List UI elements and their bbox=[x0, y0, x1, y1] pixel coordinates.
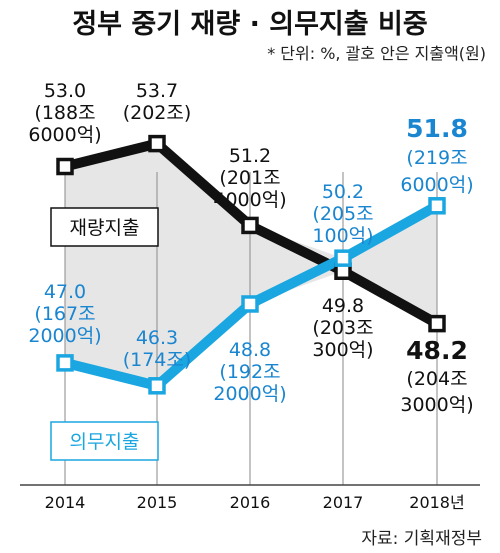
data-point-discretionary bbox=[241, 216, 259, 235]
amount-label: (219조 bbox=[406, 147, 467, 169]
series-label-discretionary-box bbox=[50, 207, 159, 247]
data-point-mandatory bbox=[148, 377, 166, 395]
value-label: 46.3 bbox=[136, 327, 178, 349]
amount-label: (204조 bbox=[406, 368, 467, 390]
x-tick-label: 2016 bbox=[230, 493, 271, 512]
chart-title: 정부 중기 재량 · 의무지출 비중 bbox=[72, 9, 428, 40]
data-point-discretionary bbox=[56, 157, 74, 176]
series-label-mandatory: 의무지출 bbox=[70, 431, 140, 453]
x-tick-label: 2015 bbox=[137, 493, 178, 512]
amount-label: 100억) bbox=[312, 225, 373, 247]
amount-label: (205조 bbox=[312, 203, 373, 225]
series-label-discretionary: 재량지출 bbox=[70, 217, 140, 239]
value-label: 48.2 bbox=[406, 336, 468, 365]
data-point-discretionary bbox=[148, 134, 166, 153]
amount-label: (174조) bbox=[123, 349, 192, 371]
value-label: 50.2 bbox=[322, 181, 364, 203]
x-tick-label: 2018년 bbox=[409, 493, 464, 512]
source-note: 자료: 기획재정부 bbox=[361, 529, 482, 549]
value-label: 47.0 bbox=[44, 281, 86, 303]
amount-label: 2000억) bbox=[28, 325, 101, 347]
amount-label: (192조 bbox=[219, 361, 280, 383]
amount-label: (202조) bbox=[123, 102, 192, 124]
amount-label: (201조 bbox=[219, 167, 280, 189]
series-label-mandatory-box bbox=[50, 421, 159, 461]
value-label: 51.2 bbox=[229, 145, 271, 167]
amount-label: 3000억) bbox=[400, 394, 473, 416]
value-label: 53.0 bbox=[44, 80, 86, 102]
data-point-mandatory bbox=[334, 249, 352, 267]
amount-label: 4000억) bbox=[213, 189, 286, 211]
value-label: 51.8 bbox=[406, 114, 468, 143]
x-tick-label: 2014 bbox=[45, 493, 86, 512]
amount-label: 2000억) bbox=[213, 383, 286, 405]
amount-label: (203조 bbox=[312, 317, 373, 339]
data-point-mandatory bbox=[56, 354, 74, 372]
gap-area bbox=[65, 143, 437, 386]
value-label: 53.7 bbox=[136, 80, 178, 102]
unit-note: * 단위: %, 괄호 안은 지출액(원) bbox=[267, 44, 486, 63]
amount-label: (188조 bbox=[34, 102, 95, 124]
amount-label: 6000억) bbox=[28, 124, 101, 146]
value-label: 48.8 bbox=[229, 339, 271, 361]
amount-label: (167조 bbox=[34, 303, 95, 325]
amount-label: 6000억) bbox=[400, 174, 473, 196]
x-tick-label: 2017 bbox=[323, 493, 364, 512]
data-point-mandatory bbox=[241, 295, 259, 313]
amount-label: 300억) bbox=[312, 339, 373, 361]
data-point-mandatory bbox=[428, 197, 446, 215]
data-point-discretionary bbox=[428, 314, 446, 333]
value-label: 49.8 bbox=[322, 295, 364, 317]
